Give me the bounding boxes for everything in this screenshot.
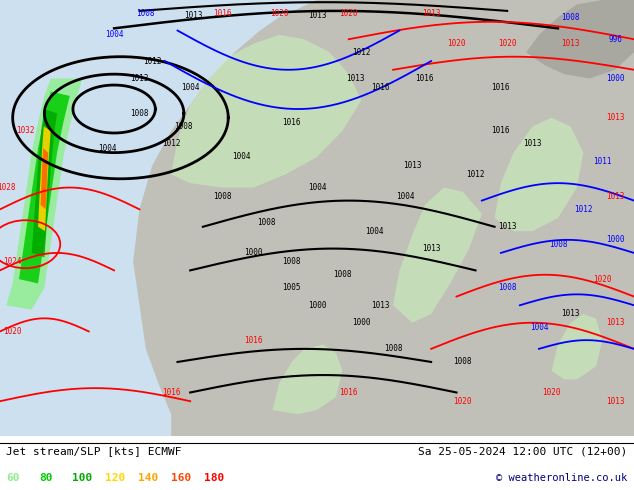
Text: 1020: 1020 [3,327,22,336]
Text: 1008: 1008 [136,9,155,18]
Text: 100: 100 [72,473,93,483]
Text: 1020: 1020 [269,9,288,18]
Text: 1032: 1032 [16,126,35,135]
Text: 1013: 1013 [523,140,542,148]
Text: © weatheronline.co.uk: © weatheronline.co.uk [496,473,628,483]
Text: 120: 120 [105,473,126,483]
Text: 1013: 1013 [422,9,441,18]
Text: 1020: 1020 [542,388,561,397]
Text: 1013: 1013 [605,318,624,327]
Polygon shape [133,0,634,436]
Text: 1016: 1016 [212,9,231,18]
Text: 1016: 1016 [282,118,301,126]
Text: 1013: 1013 [561,39,580,48]
Text: 1012: 1012 [162,140,181,148]
Text: 1013: 1013 [605,397,624,406]
Text: 1004: 1004 [231,152,250,162]
Polygon shape [520,384,571,415]
Polygon shape [6,78,82,310]
Text: 1000: 1000 [605,74,624,83]
Text: 1004: 1004 [396,192,415,201]
Text: 80: 80 [39,473,53,483]
Text: 1011: 1011 [593,157,612,166]
Text: 60: 60 [6,473,20,483]
Text: 1004: 1004 [105,30,124,39]
Polygon shape [38,126,51,231]
Text: 1008: 1008 [333,270,352,279]
Text: 1008: 1008 [498,283,517,293]
Text: 1013: 1013 [346,74,365,83]
Text: 1005: 1005 [282,283,301,293]
Text: 1013: 1013 [605,113,624,122]
Text: 1012: 1012 [574,205,593,214]
Polygon shape [526,0,634,78]
Text: 1013: 1013 [422,244,441,253]
Text: 1013: 1013 [561,310,580,318]
Text: 1008: 1008 [384,344,403,353]
Text: 1020: 1020 [453,397,472,406]
Text: 1008: 1008 [282,257,301,266]
Text: 1004: 1004 [307,183,327,192]
Text: 1008: 1008 [548,240,567,249]
Text: 1024: 1024 [3,257,22,266]
Text: 1008: 1008 [130,109,149,118]
Text: 1013: 1013 [307,11,327,20]
Text: 1013: 1013 [498,222,517,231]
Text: 1004: 1004 [98,144,117,153]
Text: 1008: 1008 [174,122,193,131]
Text: Sa 25-05-2024 12:00 UTC (12+00): Sa 25-05-2024 12:00 UTC (12+00) [418,446,628,456]
Text: 1004: 1004 [365,227,384,236]
Text: 1020: 1020 [447,39,466,48]
Text: 1008: 1008 [561,13,580,22]
Text: Jet stream/SLP [kts] ECMWF: Jet stream/SLP [kts] ECMWF [6,446,182,456]
Text: 1016: 1016 [491,83,510,92]
Text: 160: 160 [171,473,191,483]
Text: 1012: 1012 [143,56,162,66]
Text: 1013: 1013 [371,301,390,310]
Polygon shape [273,344,342,415]
Polygon shape [41,148,48,209]
Text: 996: 996 [608,35,622,44]
Text: 1020: 1020 [498,39,517,48]
Text: 1016: 1016 [491,126,510,135]
Polygon shape [32,109,57,257]
Text: 1013: 1013 [403,161,422,170]
Text: 1016: 1016 [371,83,390,92]
Text: 1008: 1008 [257,218,276,227]
Text: 1004: 1004 [181,83,200,92]
Polygon shape [552,314,602,379]
Text: 1013: 1013 [184,11,203,20]
Text: 180: 180 [204,473,224,483]
Text: 1016: 1016 [339,388,358,397]
Polygon shape [171,35,361,188]
Text: 1013: 1013 [605,192,624,201]
Polygon shape [393,188,482,323]
Text: 1000: 1000 [352,318,371,327]
Text: 1008: 1008 [453,358,472,367]
Text: 140: 140 [138,473,158,483]
Text: 1000: 1000 [307,301,327,310]
Text: 1028: 1028 [0,183,16,192]
Text: 1012: 1012 [466,170,485,179]
Text: 1004: 1004 [529,322,548,332]
Text: 1013: 1013 [130,74,149,83]
Polygon shape [19,92,70,283]
Text: 1012: 1012 [352,48,371,57]
Text: 1008: 1008 [212,192,231,201]
Text: 1020: 1020 [593,274,612,284]
Text: 1016: 1016 [244,336,263,344]
Text: 1020: 1020 [339,9,358,18]
Text: 1016: 1016 [162,388,181,397]
Polygon shape [495,118,583,231]
Text: 1016: 1016 [415,74,434,83]
Text: 1000: 1000 [605,235,624,245]
Text: 1000: 1000 [244,248,263,257]
